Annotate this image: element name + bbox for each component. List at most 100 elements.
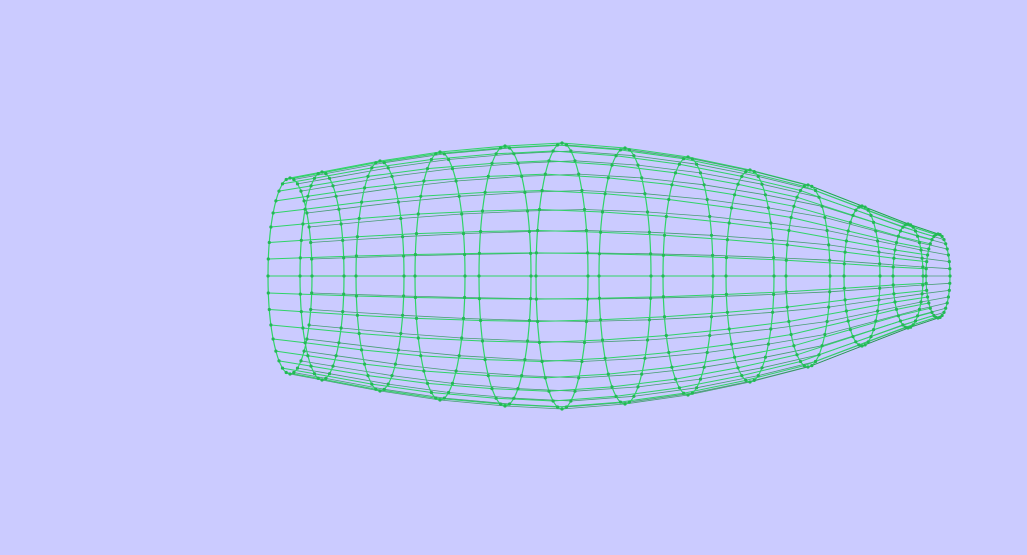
mesh-vertex-node [893,300,897,304]
mesh-vertex-node [787,228,791,233]
mesh-vertex-node [798,359,803,364]
mesh-vertex-node [820,344,824,348]
mesh-vertex-node [483,190,487,194]
mesh-vertex-node [370,166,374,170]
mesh-vertex-node [543,172,547,176]
mesh-vertex-node [938,233,942,237]
mesh-vertex-node [921,274,925,278]
mesh-vertex-node [370,382,374,386]
mesh-vertex-node [740,374,744,378]
mesh-vertex-node [516,161,520,165]
mesh-vertex-node [623,402,627,406]
mesh-vertex-node [540,359,544,364]
mesh-vertex-node [846,229,850,233]
mesh-vertex-node [266,291,270,295]
mesh-vertex-node [736,366,740,370]
mesh-vertex-node [582,207,587,212]
mesh-vertex-node [898,229,903,233]
mesh-vertex-node [946,295,951,299]
mesh-vertex-node [906,222,910,226]
bottle-wireframe-mesh[interactable] [266,141,952,411]
mesh-vertex-node [932,313,936,318]
mesh-vertex-node [677,386,682,390]
mesh-vertex-node [342,256,346,260]
mesh-vertex-node [928,306,932,310]
mesh-vertex-node [292,370,296,375]
mesh-vertex-node [891,283,895,287]
mesh-vertex-node [425,167,430,171]
mesh-vertex-node [827,243,831,247]
mesh-vertex-node [944,306,948,310]
mesh-vertex-node [649,252,653,256]
mesh-vertex-node [934,233,938,237]
mesh-vertex-node [877,298,881,302]
mesh-vertex-node [842,262,846,266]
mesh-vertex-node [267,307,271,312]
mesh-vertex-node [507,402,512,406]
mesh-vertex-node [267,240,271,245]
mesh-vertex-node [288,176,292,180]
mesh-vertex-node [928,242,932,246]
mesh-vertex-node [724,256,729,260]
mesh-vertex-node [927,301,931,305]
mesh-vertex-node [551,399,555,403]
mesh-vertex-node [645,338,650,342]
mesh-vertex-node [863,343,867,347]
mesh-vertex-node [784,258,788,262]
mesh-vertex-node [771,238,775,242]
mesh-vertex-node [802,184,806,188]
mesh-vertex-node [301,326,305,330]
mesh-vertex-node [744,170,748,174]
mesh-vertex-node [498,146,503,150]
mesh-vertex-node [903,223,908,227]
mesh-vertex-node [730,206,734,210]
mesh-vertex-node [647,318,652,322]
mesh-vertex-node [292,177,296,182]
mesh-vertex-node [320,378,324,382]
mesh-vertex-node [536,319,540,324]
mesh-vertex-node [498,402,503,406]
mesh-vertex-node [401,235,405,239]
mesh-vertex-node [945,247,949,251]
mesh-vertex-node [760,182,764,186]
mesh-vertex-node [854,340,858,344]
mesh-vertex-node [305,211,309,215]
mesh-vertex-node [756,374,760,378]
mesh-vertex-node [337,207,341,211]
mesh-vertex-node [948,281,952,285]
mesh-vertex-node [686,393,690,397]
mesh-vertex-node [298,292,302,296]
mesh-vertex-node [454,179,458,183]
mesh-vertex-node [529,251,533,255]
mesh-vertex-node [525,209,530,213]
mesh-vertex-node [363,362,367,366]
mesh-vertex-node [636,163,640,167]
mesh-vertex-node [643,356,647,360]
mesh-vertex-node [920,292,924,296]
mesh-vertex-node [523,358,527,362]
mesh-vertex-node [266,257,270,261]
mesh-vertex-node [662,233,667,237]
mesh-vertex-node [930,310,934,314]
mesh-vertex-node [277,359,281,363]
mesh-vertex-node [582,340,587,345]
mesh-vertex-node [806,365,810,369]
mesh-vertex-node [911,225,915,229]
mesh-vertex-node [733,355,737,359]
mesh-vertex-node [413,252,417,257]
mesh-vertex-node [271,211,275,215]
mesh-vertex-node [947,260,951,264]
mesh-vertex-node [760,366,764,370]
mesh-vertex-node [280,182,285,186]
mesh-vertex-node [299,238,303,242]
mesh-vertex-node [463,252,467,257]
mesh-vertex-node [854,208,858,212]
mesh-vertex-node [866,208,870,212]
mesh-vertex-node [649,296,653,300]
mesh-vertex-node [891,274,895,278]
mesh-vertex-node [302,199,306,203]
mesh-vertex-node [378,159,382,163]
mesh-vertex-node [357,331,361,336]
